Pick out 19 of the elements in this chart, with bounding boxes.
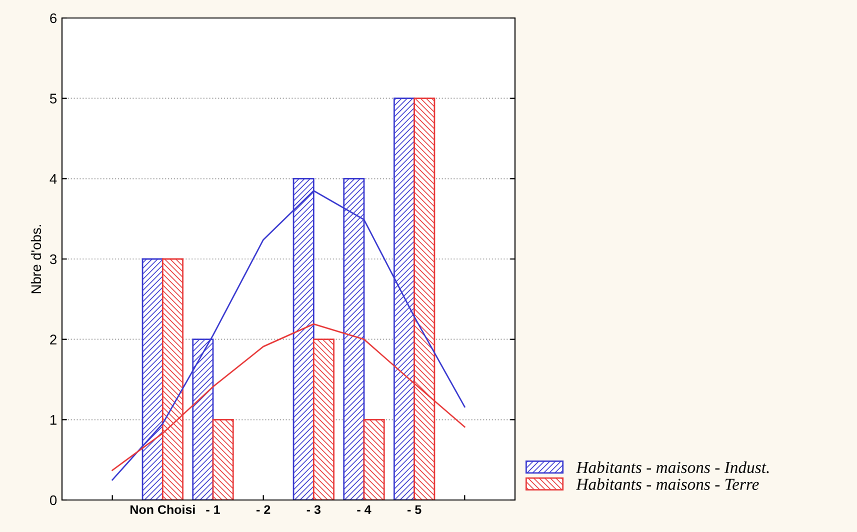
y-axis-title: Nbre d'obs.	[30, 224, 42, 294]
x-tick-label: - 4	[357, 505, 372, 514]
x-tick-label: - 1	[206, 505, 220, 514]
y-tick-label: 5	[50, 94, 57, 104]
legend-label: Habitants - maisons - Indust.	[576, 461, 769, 474]
y-tick-label: 3	[50, 254, 57, 264]
bar	[312, 338, 334, 500]
y-tick-label: 0	[50, 495, 57, 506]
y-tick-label: 6	[50, 13, 57, 24]
x-tick-label: - 2	[256, 505, 270, 514]
x-tick-label: - 5	[408, 505, 422, 514]
legend-label: Habitants - maisons - Terre	[576, 478, 759, 490]
bar	[212, 418, 234, 500]
bar	[363, 418, 385, 500]
x-tick-label: - 3	[306, 505, 321, 514]
y-tick-label: 2	[50, 334, 56, 344]
y-tick-label: 1	[50, 415, 56, 425]
x-tick-label: Non Choisi	[130, 504, 195, 514]
y-tick-label: 4	[50, 174, 57, 184]
